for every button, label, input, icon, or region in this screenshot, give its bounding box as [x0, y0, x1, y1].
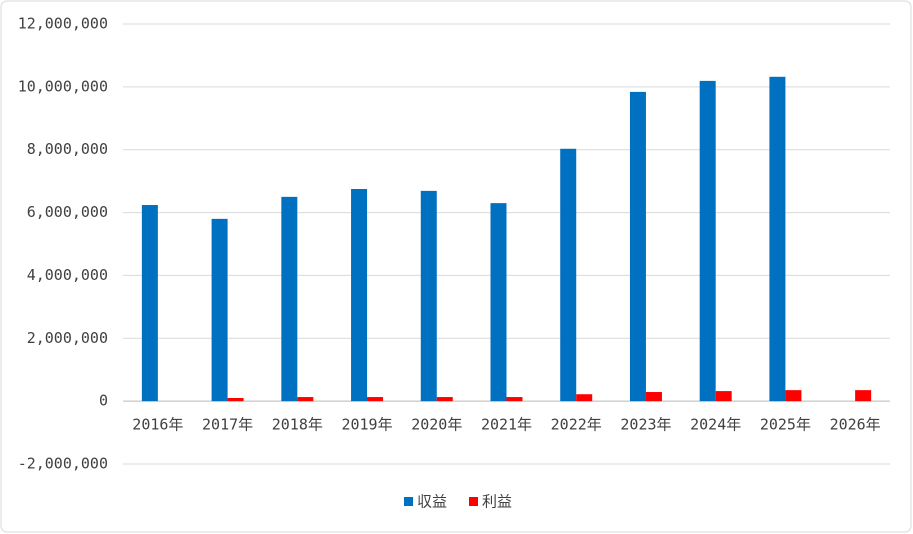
bar — [576, 394, 593, 402]
bar — [436, 397, 453, 402]
x-tick-label: 2022年 — [551, 416, 602, 434]
bar — [645, 392, 662, 402]
bar — [560, 148, 577, 402]
y-tick-label: 2,000,000 — [27, 329, 108, 347]
bar — [211, 218, 228, 402]
bar — [506, 397, 523, 402]
x-tick-label: 2017年 — [202, 416, 253, 434]
bar — [420, 190, 437, 402]
bar — [769, 76, 786, 402]
y-tick-label: 0 — [99, 392, 108, 410]
legend-swatch — [404, 497, 413, 506]
bar — [490, 203, 507, 402]
x-tick-label: 2018年 — [272, 416, 323, 434]
bar — [699, 80, 716, 402]
y-tick-label: 12,000,000 — [18, 15, 108, 33]
x-tick-label: 2016年 — [132, 416, 183, 434]
y-tick-label: 4,000,000 — [27, 266, 108, 284]
y-tick-label: 6,000,000 — [27, 203, 108, 221]
x-tick-label: 2020年 — [411, 416, 462, 434]
bar — [715, 391, 732, 402]
legend-label: 収益 — [417, 493, 447, 511]
x-tick-label: 2021年 — [481, 416, 532, 434]
bar — [227, 398, 244, 402]
bar — [629, 91, 646, 402]
x-tick-label: 2023年 — [620, 416, 671, 434]
bar — [855, 390, 872, 402]
y-tick-label: -2,000,000 — [18, 455, 108, 473]
legend-swatch — [469, 497, 478, 506]
bar — [297, 397, 314, 402]
bar — [281, 196, 298, 402]
bar — [785, 390, 802, 402]
legend-label: 利益 — [482, 493, 512, 511]
bar — [141, 205, 158, 402]
x-tick-label: 2024年 — [690, 416, 741, 434]
x-tick-label: 2026年 — [830, 416, 881, 434]
y-tick-label: 10,000,000 — [18, 77, 108, 95]
bar — [367, 397, 384, 402]
x-tick-label: 2019年 — [341, 416, 392, 434]
y-tick-label: 8,000,000 — [27, 140, 108, 158]
x-tick-label: 2025年 — [760, 416, 811, 434]
bar — [351, 189, 368, 402]
